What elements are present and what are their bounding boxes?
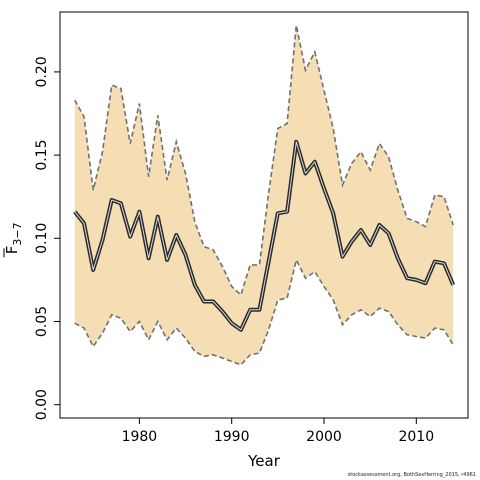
series-line-layer <box>73 25 456 366</box>
credit-text: stockassessment.org, BothSexHerring_2015… <box>347 472 476 478</box>
svg-text:F3−7: F3−7 <box>3 222 24 254</box>
estimate-line-inner <box>74 141 454 331</box>
plot-area <box>59 11 469 419</box>
x-axis: 1980 1990 2000 2010 <box>122 418 434 445</box>
x-tick-label: 2010 <box>398 429 434 445</box>
x-axis-label: Year <box>247 452 281 470</box>
y-tick-label: 0.00 <box>34 389 50 420</box>
y-tick-label: 0.10 <box>34 223 50 254</box>
lower-bound-line <box>74 257 454 366</box>
x-tick-label: 2000 <box>306 429 342 445</box>
y-tick-label: 0.20 <box>34 56 50 87</box>
y-tick-label: 0.15 <box>34 140 50 171</box>
confidence-band-layer <box>74 25 454 365</box>
y-tick-label: 0.05 <box>34 306 50 337</box>
x-tick-label: 1990 <box>214 429 250 445</box>
upper-bound-line <box>74 25 454 297</box>
y-axis: 0.00 0.05 0.10 0.15 0.20 <box>34 56 60 420</box>
confidence-band <box>74 25 454 365</box>
y-axis-label-subscript: 3−7 <box>11 222 24 245</box>
y-axis-label-main: F <box>3 246 21 255</box>
y-axis-label: F3−7 <box>3 222 24 258</box>
x-tick-label: 1980 <box>122 429 158 445</box>
